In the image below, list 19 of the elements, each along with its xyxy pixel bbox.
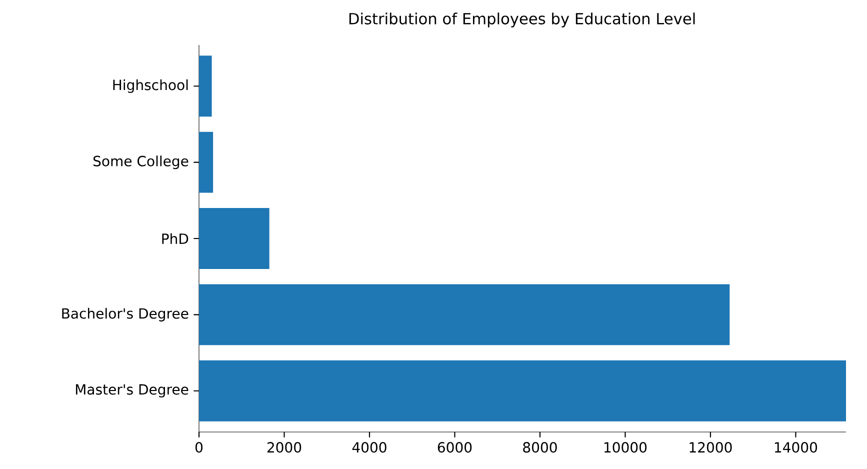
bar [199,56,212,117]
x-tick-label: 4000 [352,442,386,453]
y-tick-label: Highschool [113,79,188,93]
x-tick-label: 14000 [774,442,818,453]
y-tick-label: PhD [162,233,188,244]
x-tick-label: 12000 [690,442,732,453]
x-tick-label: 2000 [267,442,302,453]
bar [199,284,730,346]
bar [199,132,214,193]
chart-title: Distribution of Employees by Education Level [349,12,695,28]
y-tick-label: Some College [93,156,188,170]
x-tick-label: 0 [195,442,203,453]
x-tick-label: 10000 [604,442,647,453]
x-tick-label: 6000 [438,442,472,453]
y-tick-label: Bachelor's Degree [62,308,188,322]
bar [199,208,270,269]
y-tick-label: Master's Degree [76,384,188,398]
x-tick-label: 8000 [523,442,557,453]
bar [199,360,846,422]
